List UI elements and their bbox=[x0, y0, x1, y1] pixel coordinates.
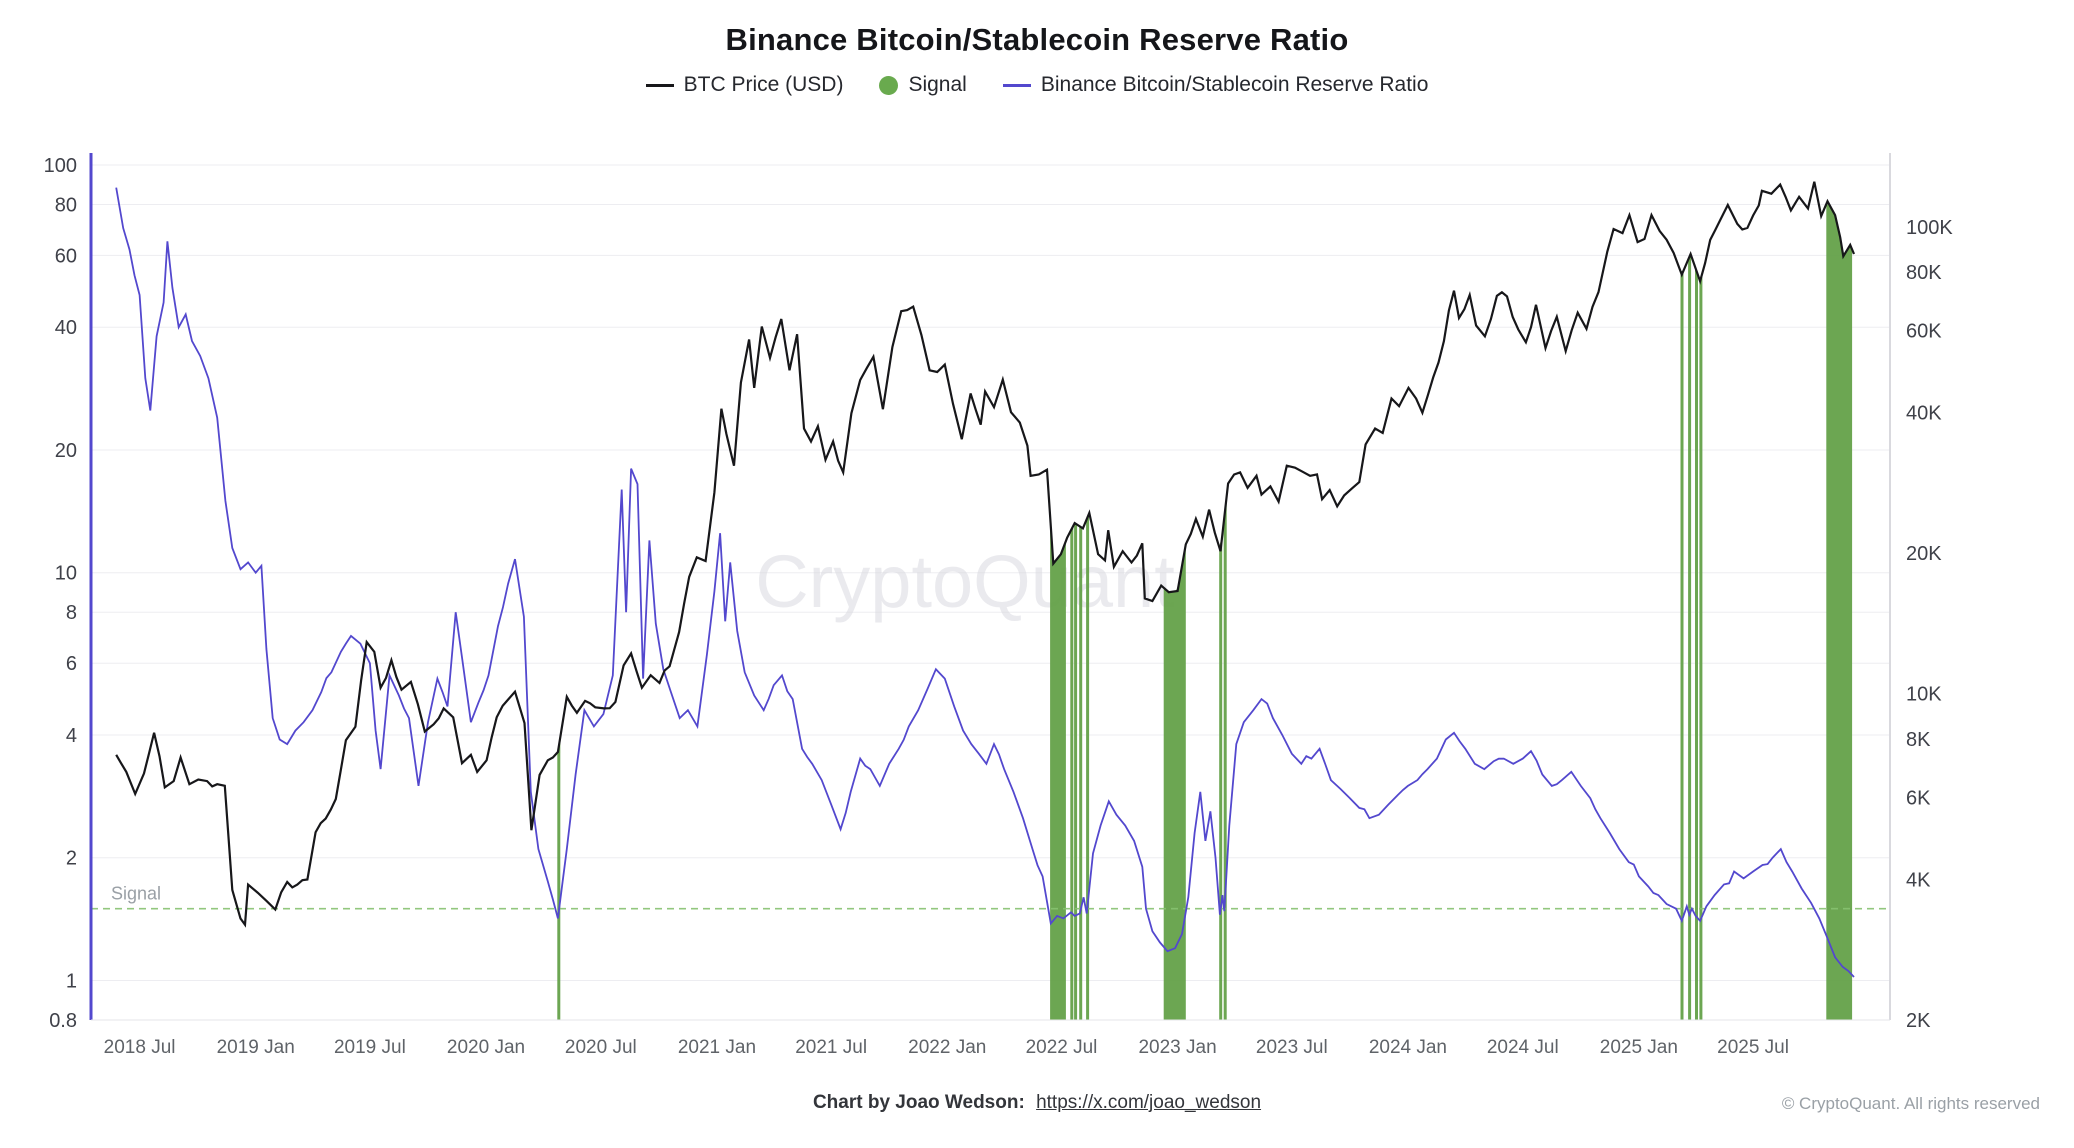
svg-text:10: 10 bbox=[55, 563, 77, 585]
legend: BTC Price (USD) Signal Binance Bitcoin/S… bbox=[0, 73, 2074, 97]
signal-bar bbox=[1695, 266, 1698, 1020]
svg-text:2020 Jan: 2020 Jan bbox=[447, 1037, 525, 1058]
svg-text:20K: 20K bbox=[1906, 543, 1942, 565]
svg-text:100K: 100K bbox=[1906, 217, 1953, 239]
svg-text:2018 Jul: 2018 Jul bbox=[104, 1037, 176, 1058]
signal-bar bbox=[1219, 535, 1223, 1020]
signal-bar bbox=[1086, 513, 1090, 1020]
signal-bar bbox=[1699, 271, 1703, 1020]
svg-text:6: 6 bbox=[66, 653, 77, 675]
svg-text:2022 Jul: 2022 Jul bbox=[1026, 1037, 1098, 1058]
svg-text:2021 Jan: 2021 Jan bbox=[678, 1037, 756, 1058]
svg-text:2022 Jan: 2022 Jan bbox=[908, 1037, 986, 1058]
page-title: Binance Bitcoin/Stablecoin Reserve Ratio bbox=[725, 22, 1349, 57]
signal-bar bbox=[1079, 526, 1083, 1020]
svg-text:60K: 60K bbox=[1906, 320, 1942, 342]
svg-text:2021 Jul: 2021 Jul bbox=[795, 1037, 867, 1058]
copyright-notice: © CryptoQuant. All rights reserved bbox=[1781, 1094, 2040, 1113]
chart-footer: Chart by Joao Wedson: https://x.com/joao… bbox=[0, 1076, 2074, 1148]
chart-header: Binance Bitcoin/Stablecoin Reserve Ratio… bbox=[0, 0, 2074, 97]
svg-text:10K: 10K bbox=[1906, 684, 1942, 706]
svg-text:100: 100 bbox=[44, 155, 77, 177]
svg-text:2023 Jan: 2023 Jan bbox=[1138, 1037, 1216, 1058]
signal-bar bbox=[1223, 496, 1227, 1020]
signal-bar bbox=[557, 737, 561, 1020]
chart-credit: Chart by Joao Wedson: https://x.com/joao… bbox=[0, 1092, 2074, 1114]
svg-text:2023 Jul: 2023 Jul bbox=[1256, 1037, 1328, 1058]
svg-text:2024 Jan: 2024 Jan bbox=[1369, 1037, 1447, 1058]
svg-text:20: 20 bbox=[55, 440, 77, 462]
signal-bar bbox=[1074, 524, 1078, 1020]
svg-text:2019 Jan: 2019 Jan bbox=[217, 1037, 295, 1058]
signal-bar bbox=[1826, 204, 1853, 1020]
legend-item-signal[interactable]: Signal bbox=[879, 73, 967, 97]
btc-price-line bbox=[115, 181, 1856, 928]
credit-author: Chart by Joao Wedson: bbox=[812, 1092, 1025, 1113]
svg-text:2: 2 bbox=[66, 848, 77, 870]
legend-item-btc-price[interactable]: BTC Price (USD) bbox=[645, 73, 844, 97]
legend-label-signal: Signal bbox=[908, 73, 967, 96]
signal-bar bbox=[1688, 255, 1692, 1020]
right-axis-labels: 100K 80K 60K 40K 20K 10K 8K 6K 4K 2K bbox=[1906, 217, 1953, 1032]
left-axis-labels: 100 80 60 40 20 10 8 6 4 2 1 0.8 bbox=[44, 155, 77, 1032]
svg-text:1: 1 bbox=[66, 970, 77, 992]
svg-text:2K: 2K bbox=[1906, 1010, 1931, 1032]
svg-text:6K: 6K bbox=[1906, 787, 1931, 809]
signal-bars bbox=[557, 204, 1853, 1021]
legend-item-ratio[interactable]: Binance Bitcoin/Stablecoin Reserve Ratio bbox=[1002, 73, 1429, 97]
svg-text:40K: 40K bbox=[1906, 403, 1942, 425]
svg-text:4: 4 bbox=[66, 725, 77, 747]
ratio-line bbox=[115, 187, 1855, 978]
svg-text:8: 8 bbox=[66, 602, 77, 624]
signal-threshold-label: Signal bbox=[111, 884, 161, 904]
svg-text:2019 Jul: 2019 Jul bbox=[334, 1037, 406, 1058]
btc-price-line-swatch bbox=[645, 83, 674, 87]
svg-text:40: 40 bbox=[55, 317, 77, 339]
svg-text:0.8: 0.8 bbox=[49, 1010, 77, 1032]
x-axis-labels: 2018 Jul 2019 Jan 2019 Jul 2020 Jan 2020 Jul… bbox=[104, 1037, 1789, 1058]
svg-text:80K: 80K bbox=[1906, 262, 1942, 284]
svg-text:2024 Jul: 2024 Jul bbox=[1487, 1037, 1559, 1058]
svg-text:80: 80 bbox=[55, 194, 77, 216]
signal-bar bbox=[1070, 525, 1074, 1020]
signal-bar bbox=[1163, 544, 1186, 1020]
svg-text:2025 Jul: 2025 Jul bbox=[1717, 1037, 1789, 1058]
svg-text:60: 60 bbox=[55, 245, 77, 267]
svg-text:8K: 8K bbox=[1906, 729, 1931, 751]
signal-dot-swatch bbox=[879, 75, 899, 95]
ratio-line-swatch bbox=[1002, 83, 1031, 87]
svg-text:4K: 4K bbox=[1906, 869, 1931, 891]
legend-label-btc-price: BTC Price (USD) bbox=[683, 73, 844, 96]
credit-link[interactable]: https://x.com/joao_wedson bbox=[1036, 1092, 1262, 1113]
svg-text:2025 Jan: 2025 Jan bbox=[1600, 1037, 1678, 1058]
signal-bar bbox=[1050, 516, 1066, 1020]
svg-text:2020 Jul: 2020 Jul bbox=[565, 1037, 637, 1058]
signal-bar bbox=[1680, 270, 1684, 1021]
legend-label-ratio: Binance Bitcoin/Stablecoin Reserve Ratio bbox=[1040, 73, 1429, 96]
